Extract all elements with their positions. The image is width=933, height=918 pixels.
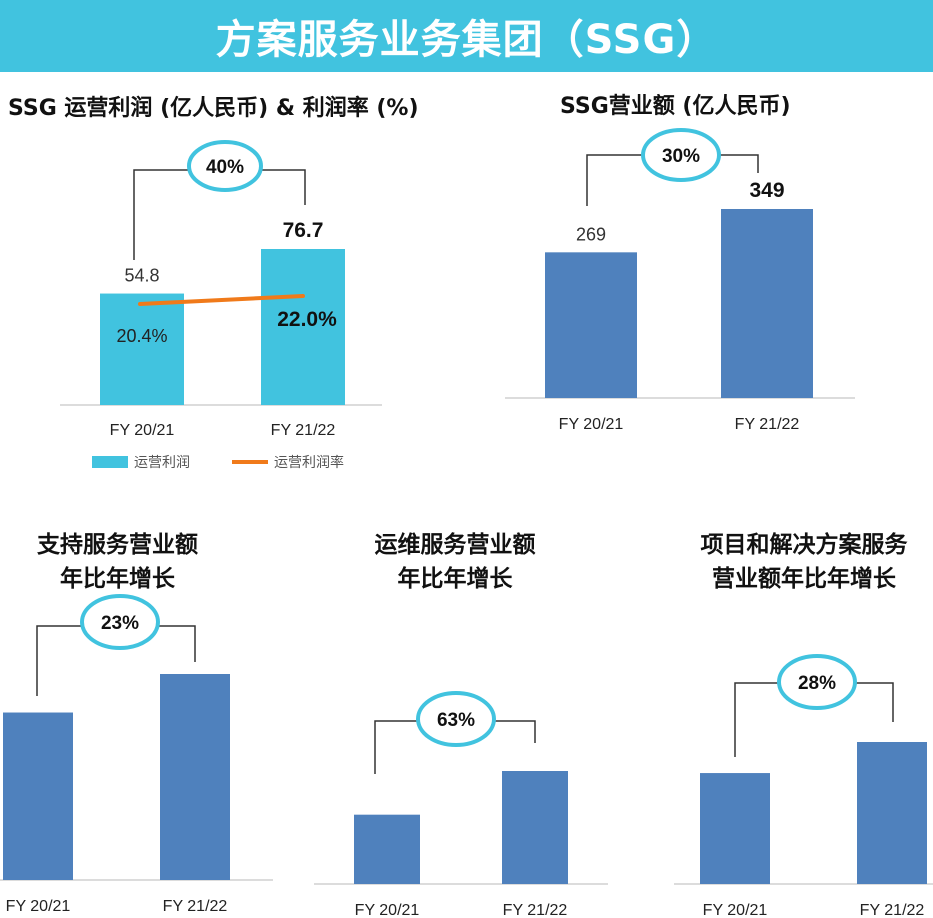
profit-legend: 运营利润 运营利润率 <box>92 452 344 472</box>
legend-swatch-profit <box>92 456 128 468</box>
projects-title-line-1: 项目和解决方案服务 <box>700 532 908 558</box>
profit-growth-bubble <box>187 140 263 192</box>
banner-title: 方案服务业务集团（SSG） <box>215 17 718 63</box>
profit-category-label-2: FY 21/22 <box>271 422 336 439</box>
projects-category-label-1: FY 20/21 <box>703 902 768 918</box>
support-chart-title: 支持服务营业额 年比年增长 <box>0 528 235 596</box>
banner: 方案服务业务集团（SSG） <box>0 0 933 72</box>
ops-title-line-1: 运维服务营业额 <box>374 532 536 558</box>
legend-swatch-margin <box>232 460 268 464</box>
profit-margin-label-2: 22.0% <box>277 308 337 331</box>
ops-title-line-2: 年比年增长 <box>397 566 513 592</box>
profit-growth-label: 40% <box>206 157 244 178</box>
ops-growth-label: 63% <box>437 710 475 731</box>
profit-value-label-1: 54.8 <box>124 266 159 286</box>
support-category-label-1: FY 20/21 <box>6 898 71 915</box>
projects-title-line-2: 营业额年比年增长 <box>712 566 896 592</box>
profit-chart-title: SSG 运营利润 (亿人民币) & 利润率 (%) <box>8 96 419 121</box>
support-bar-2 <box>160 674 230 880</box>
legend-label-profit: 运营利润 <box>134 455 190 471</box>
revenue-growth-label: 30% <box>662 146 700 167</box>
support-title-line-1: 支持服务营业额 <box>37 532 198 558</box>
ops-bar-1 <box>354 814 420 884</box>
support-bar-1 <box>3 712 73 880</box>
revenue-category-label-1: FY 20/21 <box>559 416 624 433</box>
legend-label-margin: 运营利润率 <box>274 455 344 471</box>
projects-bar-1 <box>700 773 770 884</box>
ops-chart-title: 运维服务营业额 年比年增长 <box>340 528 570 596</box>
profit-bar-1 <box>100 293 184 405</box>
revenue-chart-title: SSG营业额 (亿人民币) <box>560 94 791 119</box>
support-title-line-2: 年比年增长 <box>60 566 175 592</box>
revenue-growth-bubble <box>641 128 721 182</box>
revenue-value-label-2: 349 <box>749 179 784 202</box>
projects-chart-title: 项目和解决方案服务 营业额年比年增长 <box>675 528 933 596</box>
projects-growth-label: 28% <box>798 673 836 694</box>
ops-bar-2 <box>502 771 568 884</box>
profit-margin-line <box>138 294 305 306</box>
ops-category-label-2: FY 21/22 <box>503 902 568 918</box>
ops-category-label-1: FY 20/21 <box>355 902 420 918</box>
revenue-bar-2 <box>721 209 813 398</box>
revenue-value-label-1: 269 <box>576 224 606 244</box>
ops-growth-bubble <box>416 691 496 747</box>
profit-value-label-2: 76.7 <box>283 219 324 242</box>
profit-bar-2 <box>261 249 345 405</box>
profit-category-label-1: FY 20/21 <box>110 422 175 439</box>
projects-category-label-2: FY 21/22 <box>860 902 925 918</box>
support-category-label-2: FY 21/22 <box>163 898 228 915</box>
projects-growth-bubble <box>777 654 857 710</box>
support-growth-bubble <box>80 594 160 650</box>
projects-bar-2 <box>857 742 927 884</box>
support-growth-label: 23% <box>101 613 139 634</box>
revenue-category-label-2: FY 21/22 <box>735 416 800 433</box>
profit-margin-label-1: 20.4% <box>116 326 167 346</box>
revenue-bar-1 <box>545 252 637 398</box>
